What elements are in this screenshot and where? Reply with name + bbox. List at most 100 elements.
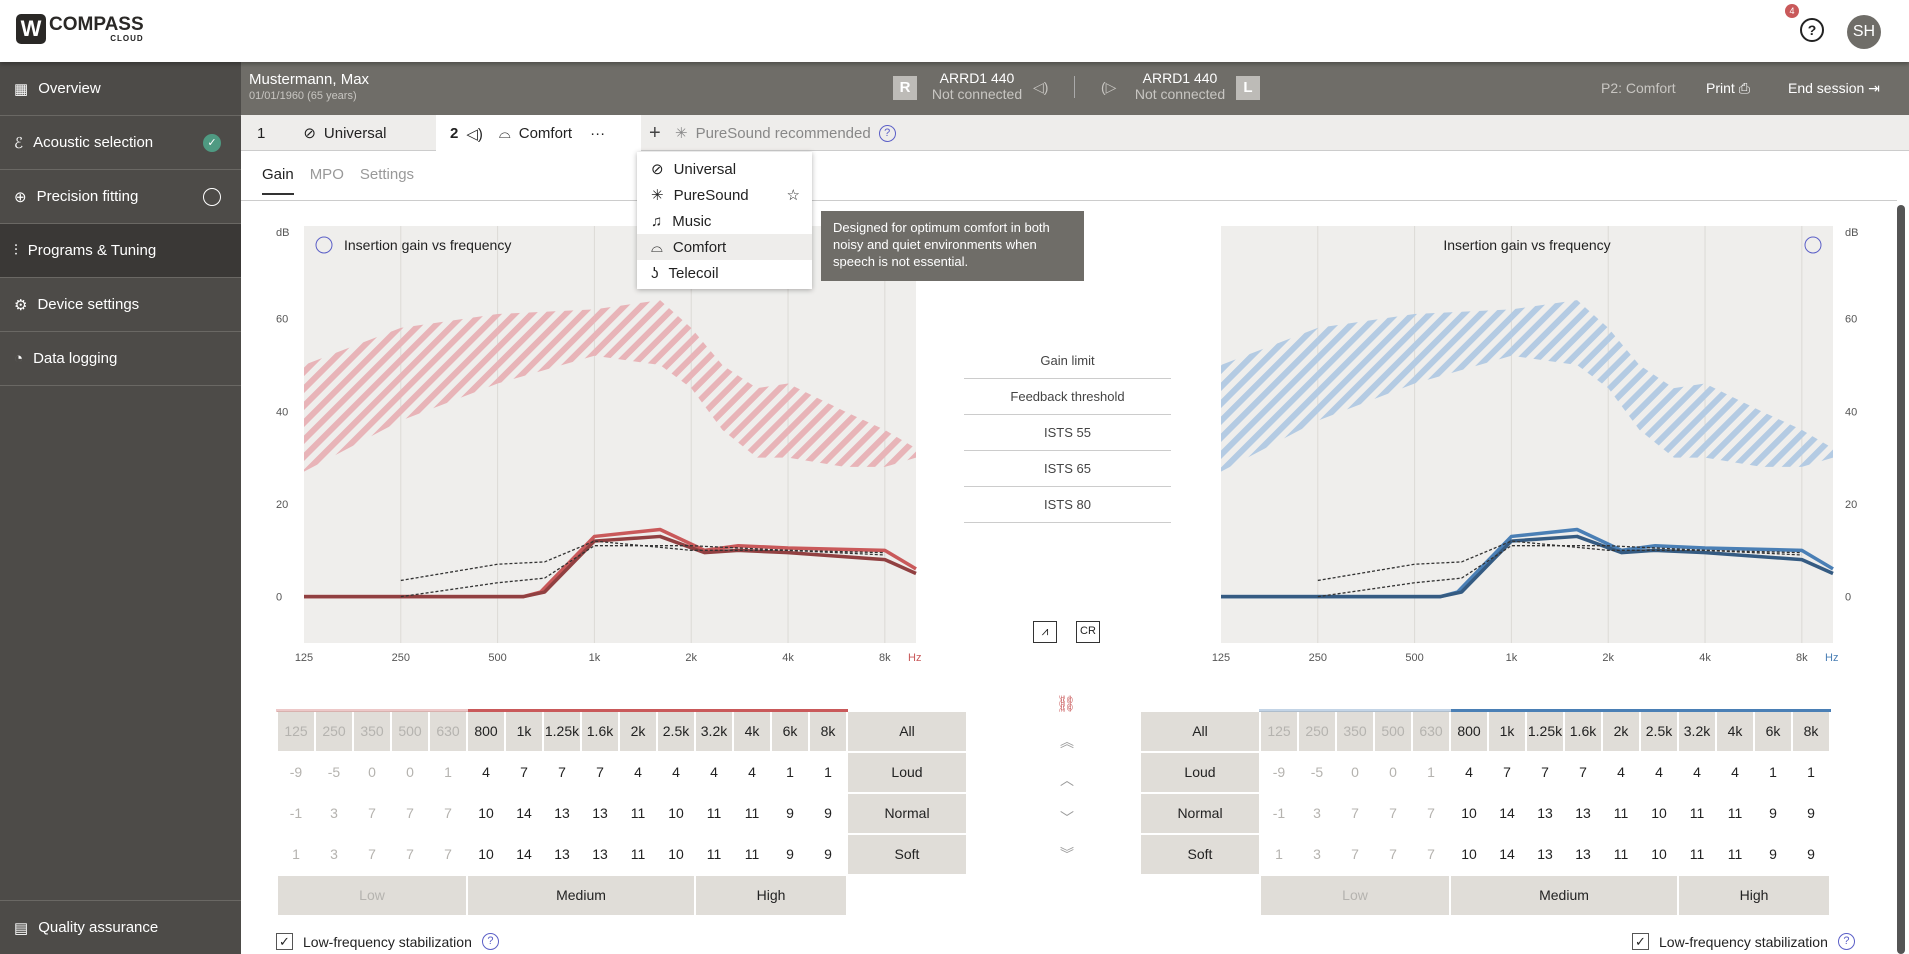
frequency-header[interactable]: 125 xyxy=(1259,709,1299,753)
gain-cell[interactable]: -5 xyxy=(314,750,354,794)
menu-item-music[interactable]: ♫ Music xyxy=(651,212,712,230)
gain-cell[interactable]: 9 xyxy=(808,832,848,876)
gain-cell[interactable]: 1 xyxy=(1411,750,1451,794)
gain-cell[interactable]: 11 xyxy=(732,832,772,876)
puresound-recommended[interactable]: ✳ PureSound recommended? xyxy=(675,115,896,151)
gain-cell[interactable]: 9 xyxy=(770,791,810,835)
gain-cell[interactable]: 9 xyxy=(1791,832,1831,876)
menu-item-puresound[interactable]: ✳ PureSound ☆ xyxy=(651,186,800,205)
legend-item[interactable]: ISTS 65 xyxy=(964,451,1171,487)
gain-cell[interactable]: 7 xyxy=(1487,750,1527,794)
gain-cell[interactable]: -1 xyxy=(1259,791,1299,835)
sidebar-item-overview[interactable]: ▦ Overview xyxy=(0,62,241,116)
frequency-header[interactable]: 125 xyxy=(276,709,316,753)
left-lf-stabilization[interactable]: ✓ Low-frequency stabilization? xyxy=(1632,933,1855,950)
chevron-up-icon[interactable]: ︿ xyxy=(1060,772,1074,788)
gain-cell[interactable]: 7 xyxy=(1411,832,1451,876)
frequency-header[interactable]: 8k xyxy=(808,709,848,753)
gain-cell[interactable]: 1 xyxy=(1753,750,1793,794)
tab-settings[interactable]: Settings xyxy=(359,166,415,183)
gain-cell[interactable]: 10 xyxy=(656,791,696,835)
gain-cell[interactable]: 4 xyxy=(1449,750,1489,794)
gain-cell[interactable]: 9 xyxy=(1791,791,1831,835)
double-chevron-up-icon[interactable]: ︽ xyxy=(1060,734,1074,750)
chevron-down-icon[interactable]: ﹀ xyxy=(1060,810,1074,826)
gain-cell[interactable]: 11 xyxy=(694,832,734,876)
sidebar-item-programs-tuning[interactable]: ⫶ Programs & Tuning xyxy=(0,224,241,278)
gain-cell[interactable]: 1 xyxy=(1259,832,1299,876)
gain-cell[interactable]: 7 xyxy=(428,791,468,835)
gain-cell[interactable]: -5 xyxy=(1297,750,1337,794)
gain-cell[interactable]: 10 xyxy=(466,791,506,835)
gain-cell[interactable]: 1 xyxy=(1791,750,1831,794)
gain-cell[interactable]: 1 xyxy=(770,750,810,794)
gain-cell[interactable]: 9 xyxy=(1753,791,1793,835)
row-label-button[interactable]: Soft xyxy=(846,832,968,876)
gain-cell[interactable]: 4 xyxy=(1677,750,1717,794)
gain-cell[interactable]: 3 xyxy=(1297,832,1337,876)
band-medium-button[interactable]: Medium xyxy=(466,873,696,917)
right-device[interactable]: ARRD1 440 Not connected xyxy=(931,70,1023,102)
gain-cell[interactable]: 10 xyxy=(1449,832,1489,876)
cr-button[interactable]: CR xyxy=(1076,621,1100,643)
sidebar-item-acoustic-selection[interactable]: ℰ Acoustic selection ✓ xyxy=(0,116,241,170)
tab-mpo[interactable]: MPO xyxy=(309,166,344,183)
gain-cell[interactable]: 1 xyxy=(428,750,468,794)
print-button[interactable]: Print ⎙ xyxy=(1706,80,1750,96)
menu-item-comfort[interactable]: ⌓ Comfort xyxy=(637,234,812,260)
gain-cell[interactable]: 7 xyxy=(352,791,392,835)
end-session-button[interactable]: End session ⇥ xyxy=(1788,80,1880,96)
gain-cell[interactable]: 10 xyxy=(1449,791,1489,835)
link-icon[interactable]: ⛓ xyxy=(1056,696,1077,713)
menu-item-telecoil[interactable]: ʖ Telecoil xyxy=(651,264,719,282)
gain-cell[interactable]: 4 xyxy=(1601,750,1641,794)
band-high-button[interactable]: High xyxy=(1677,873,1831,917)
frequency-header[interactable]: 1k xyxy=(504,709,544,753)
gain-cell[interactable]: 14 xyxy=(504,832,544,876)
gain-cell[interactable]: 14 xyxy=(1487,832,1527,876)
checkbox[interactable]: ✓ xyxy=(1632,933,1649,950)
menu-item-universal[interactable]: ⊘ Universal xyxy=(651,160,737,179)
frequency-header[interactable]: 1k xyxy=(1487,709,1527,753)
legend-item[interactable]: Feedback threshold xyxy=(964,379,1171,415)
gain-cell[interactable]: 13 xyxy=(542,791,582,835)
gain-cell[interactable]: 13 xyxy=(1563,791,1603,835)
row-label-button[interactable]: Soft xyxy=(1139,832,1261,876)
frequency-header[interactable]: 6k xyxy=(770,709,810,753)
gain-cell[interactable]: 14 xyxy=(504,791,544,835)
tab-program-1[interactable]: 1 ⊘ Universal xyxy=(257,124,387,143)
gain-cell[interactable]: 0 xyxy=(1335,750,1375,794)
more-button[interactable]: ··· xyxy=(590,125,606,142)
gain-cell[interactable]: 3 xyxy=(314,791,354,835)
band-high-button[interactable]: High xyxy=(694,873,848,917)
gain-cell[interactable]: 3 xyxy=(314,832,354,876)
gain-cell[interactable]: 14 xyxy=(1487,791,1527,835)
gain-cell[interactable]: 9 xyxy=(770,832,810,876)
legend-item[interactable]: ISTS 55 xyxy=(964,415,1171,451)
frequency-header[interactable]: 350 xyxy=(1335,709,1375,753)
gain-cell[interactable]: 1 xyxy=(276,832,316,876)
gain-cell[interactable]: 9 xyxy=(808,791,848,835)
help-icon[interactable]: ? xyxy=(1800,18,1824,42)
row-label-button[interactable]: Loud xyxy=(846,750,968,794)
frequency-header[interactable]: 2.5k xyxy=(656,709,696,753)
gain-cell[interactable]: 7 xyxy=(1335,832,1375,876)
gain-cell[interactable]: 7 xyxy=(1563,750,1603,794)
gain-cell[interactable]: 13 xyxy=(580,791,620,835)
frequency-header[interactable]: 630 xyxy=(428,709,468,753)
right-lf-stabilization[interactable]: ✓ Low-frequency stabilization? xyxy=(276,933,499,950)
gain-cell[interactable]: -9 xyxy=(276,750,316,794)
gain-cell[interactable]: 0 xyxy=(390,750,430,794)
frequency-header[interactable]: 800 xyxy=(1449,709,1489,753)
gain-cell[interactable]: -1 xyxy=(276,791,316,835)
sidebar-item-precision-fitting[interactable]: ⊕ Precision fitting xyxy=(0,170,241,224)
frequency-header[interactable]: 6k xyxy=(1753,709,1793,753)
gain-cell[interactable]: 10 xyxy=(1639,791,1679,835)
gain-cell[interactable]: 10 xyxy=(656,832,696,876)
gain-cell[interactable]: 0 xyxy=(1373,750,1413,794)
row-label-button[interactable]: All xyxy=(846,709,968,753)
frequency-header[interactable]: 3.2k xyxy=(1677,709,1717,753)
add-program-button[interactable]: + xyxy=(649,121,661,144)
gain-cell[interactable]: 9 xyxy=(1753,832,1793,876)
frequency-header[interactable]: 2.5k xyxy=(1639,709,1679,753)
